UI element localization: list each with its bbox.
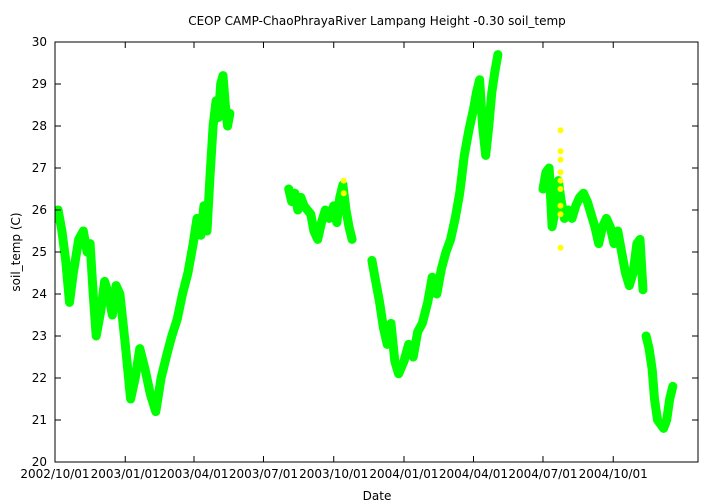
- series-0-segment-2: [367, 50, 503, 379]
- x-tick-label-7: 2004/07/01: [508, 467, 577, 481]
- series-0-segment-1: [284, 180, 357, 244]
- x-tick-label-8: 2004/10/01: [579, 467, 648, 481]
- series-1-point-7: [557, 186, 564, 192]
- x-tick-label-1: 2003/01/01: [91, 467, 160, 481]
- x-axis-ticks: 2002/10/01 2003/01/01 2003/04/01 2003/07/01…: [20, 42, 648, 481]
- x-tick-label-3: 2003/07/01: [229, 467, 298, 481]
- series-1-point-0: [340, 177, 347, 184]
- x-tick-label-5: 2004/01/01: [369, 467, 438, 481]
- y-tick-label-1: 21: [32, 413, 47, 427]
- x-axis-label: Date: [363, 489, 392, 503]
- y-axis-ticks: 20 21 22 23 24 25 26 27 28 29 30: [32, 35, 698, 469]
- series-layer: [55, 50, 678, 433]
- y-tick-label-4: 24: [32, 287, 47, 301]
- series-1-point-10: [557, 244, 564, 251]
- y-tick-label-3: 23: [32, 329, 47, 343]
- series-1-point-5: [557, 169, 564, 176]
- series-1-point-8: [557, 202, 564, 209]
- series-1-point-6: [557, 177, 564, 184]
- y-tick-label-7: 27: [32, 161, 47, 175]
- series-1-point-2: [557, 127, 564, 134]
- y-tick-label-10: 30: [32, 35, 47, 49]
- y-tick-label-2: 22: [32, 371, 47, 385]
- series-0-segment-4: [641, 331, 678, 433]
- series-1-point-9: [557, 211, 564, 218]
- y-tick-label-9: 29: [32, 77, 47, 91]
- x-tick-label-6: 2004/04/01: [439, 467, 508, 481]
- chart-title: CEOP CAMP-ChaoPhrayaRiver Lampang Height…: [188, 14, 566, 28]
- series-1-point-3: [557, 148, 564, 155]
- y-tick-label-8: 28: [32, 119, 47, 133]
- x-tick-label-0: 2002/10/01: [20, 467, 89, 481]
- series-0-segment-0: [55, 71, 235, 417]
- x-tick-label-4: 2003/10/01: [299, 467, 368, 481]
- series-1-point-1: [340, 190, 347, 197]
- y-tick-label-6: 26: [32, 203, 47, 217]
- x-tick-label-2: 2003/04/01: [159, 467, 228, 481]
- series-0-segment-3: [538, 163, 648, 295]
- y-tick-label-0: 20: [32, 455, 47, 469]
- y-tick-label-5: 25: [32, 245, 47, 259]
- series-1-point-4: [557, 156, 564, 163]
- y-axis-label: soil_temp (C): [9, 212, 23, 291]
